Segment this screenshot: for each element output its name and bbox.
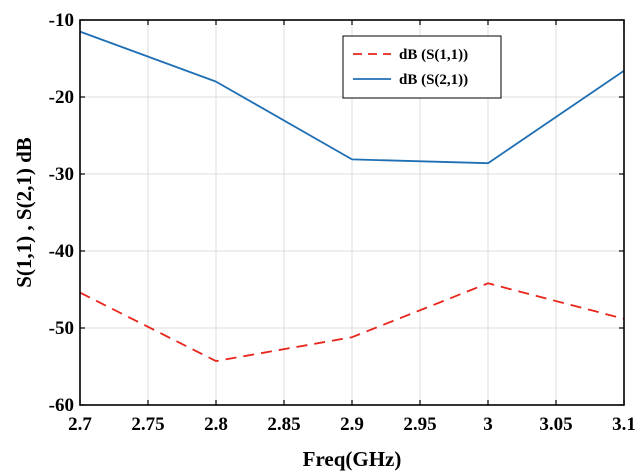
series-line-s11 [79,282,625,363]
legend-box [342,35,502,99]
x-tick-label: 2.75 [131,414,164,435]
x-tick-label: 3 [483,414,493,435]
y-tick-label: -60 [49,395,74,416]
x-axis-label: Freq(GHz) [303,447,402,471]
x-tick-label: 3.05 [539,414,572,435]
x-tick-label: 2.9 [340,414,364,435]
x-tick-label: 2.85 [267,414,300,435]
x-tick-label: 2.8 [204,414,228,435]
legend: dB (S(1,1)) dB (S(2,1)) [342,35,502,99]
series-layer [79,30,625,363]
y-axis-label: S(1,1) , S(2,1) dB [12,137,36,288]
legend-entry-s21: dB (S(2,1)) [399,72,468,88]
ticks: 2.7 2.75 2.8 2.85 2.9 2.95 3 3.05 3.1 -60 -50 -40 -3… [49,10,636,435]
y-tick-label: -20 [49,87,74,108]
x-tick-label: 3.1 [612,414,636,435]
x-tick-label: 2.95 [403,414,436,435]
y-tick-label: -10 [49,10,74,31]
y-tick-label: -50 [49,318,74,339]
x-tick-label: 2.7 [68,414,92,435]
y-tick-label: -30 [49,164,74,185]
legend-entry-s11: dB (S(1,1)) [399,47,468,63]
series-line-s21 [79,30,625,165]
y-tick-label: -40 [49,241,74,262]
